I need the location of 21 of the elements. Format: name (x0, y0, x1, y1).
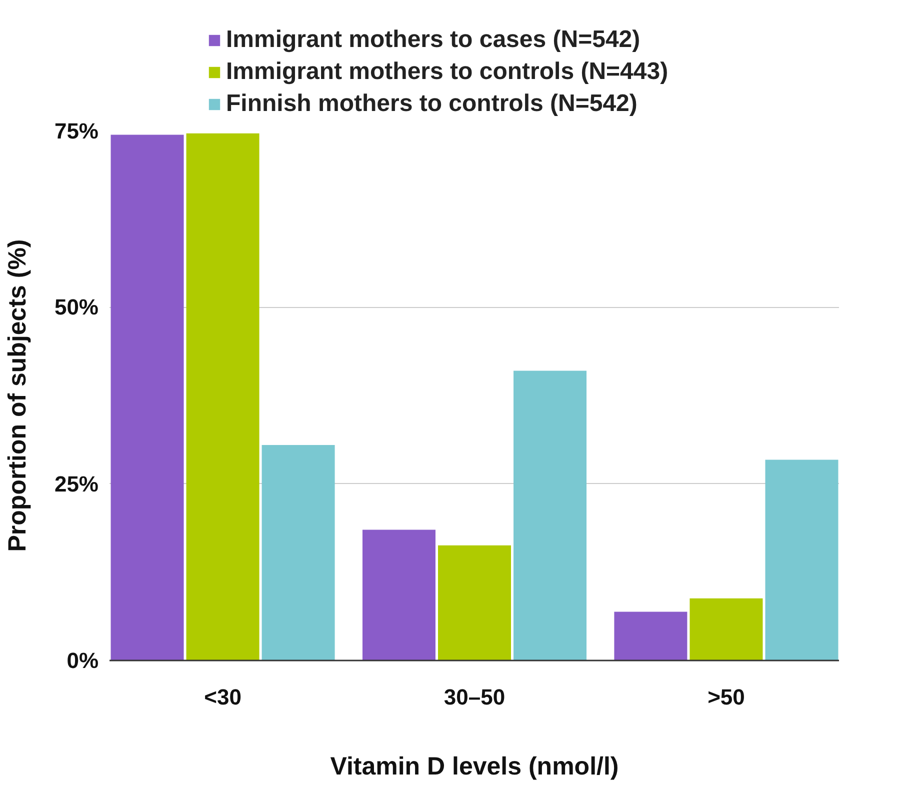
y-tick-label: 50% (54, 294, 99, 320)
bar (514, 370, 587, 660)
y-axis-title: Proportion of subjects (%) (3, 239, 32, 552)
x-tick-label: 30–50 (444, 684, 506, 710)
x-axis-title: Vitamin D levels (nmol/l) (330, 752, 619, 780)
legend-label: Immigrant mothers to controls (N=443) (226, 58, 668, 86)
x-tick-label: >50 (708, 684, 745, 710)
y-tick-label: 0% (66, 648, 98, 673)
bar (186, 133, 260, 660)
bar (614, 612, 688, 660)
y-tick-label: 75% (54, 118, 99, 144)
bar (438, 545, 511, 660)
legend-label: Finnish mothers to controls (N=542) (226, 90, 638, 118)
bar (690, 598, 763, 660)
y-tick-label: 25% (54, 471, 99, 496)
x-tick-label: <30 (204, 684, 242, 710)
bar (362, 530, 436, 660)
bar (262, 444, 335, 660)
bar (110, 134, 184, 660)
legend-label: Immigrant mothers to cases (N=542) (226, 26, 640, 54)
bar (765, 460, 838, 660)
